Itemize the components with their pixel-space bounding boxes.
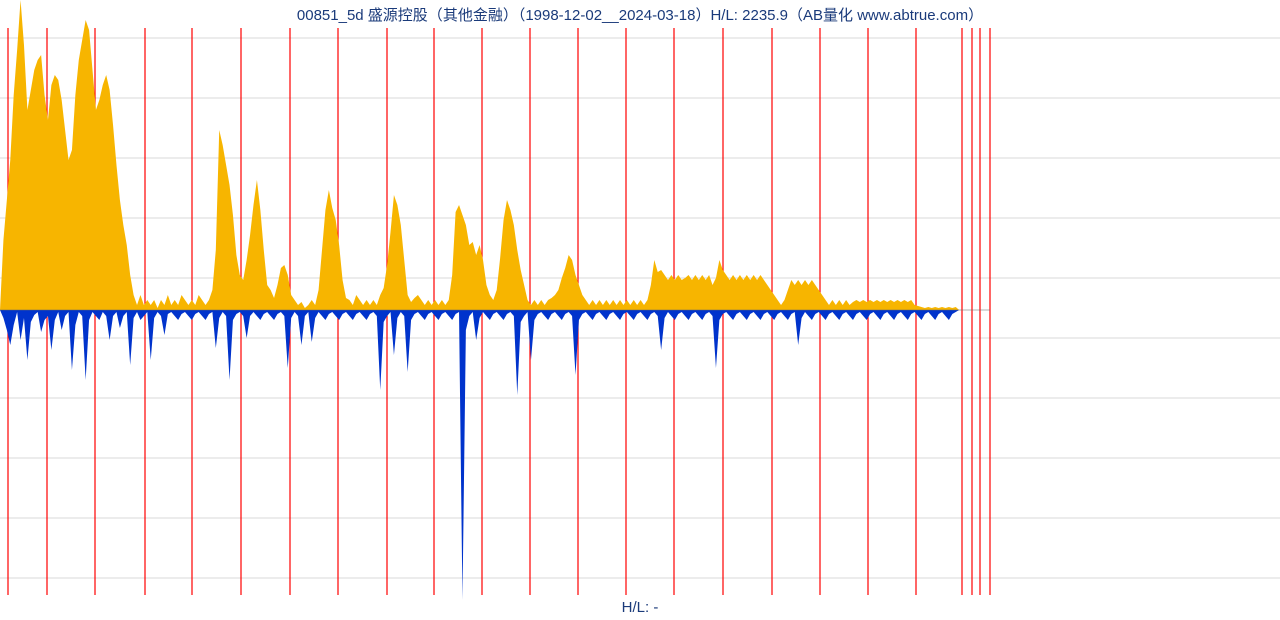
price-volume-chart [0, 0, 1280, 600]
chart-footer: H/L: - [0, 599, 1280, 616]
